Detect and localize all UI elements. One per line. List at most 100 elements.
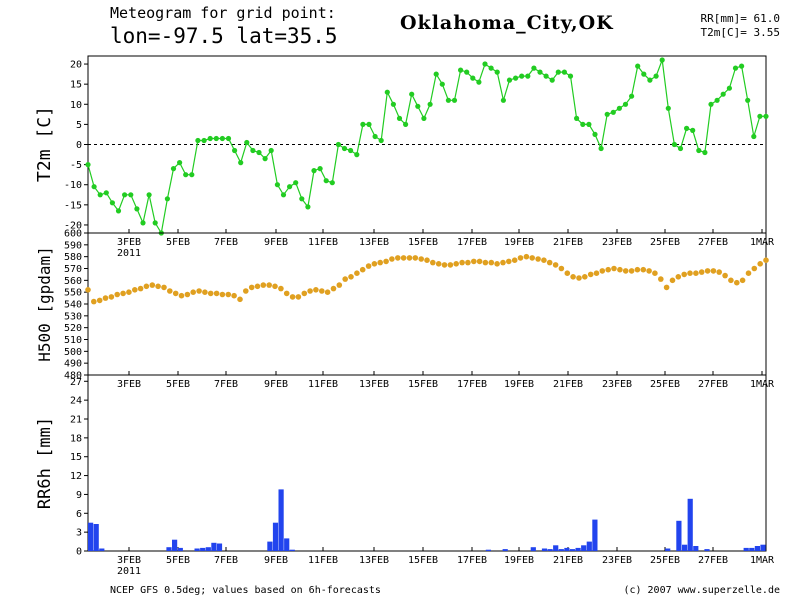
h500-point: [652, 270, 658, 277]
y-tick-label: 27: [70, 377, 82, 388]
t2m-point: [567, 73, 574, 79]
t2m-point: [732, 65, 739, 71]
rr6h-bar: [581, 545, 587, 551]
rr6h-bar: [177, 547, 183, 551]
h500-point: [687, 270, 693, 277]
h500-point: [465, 259, 471, 266]
h500-point: [254, 283, 261, 290]
t2m-point: [751, 133, 757, 140]
t2m-point: [476, 79, 482, 85]
h500-panel: H500 [gpdam]6005905805705605505405305205…: [35, 229, 775, 391]
y-tick-label: 15: [70, 80, 82, 91]
t2m-point: [763, 113, 769, 119]
h500-point: [371, 261, 378, 267]
h500-point: [488, 259, 495, 266]
h500-point: [617, 266, 623, 273]
t2m-point: [232, 147, 238, 154]
h500-point: [108, 294, 115, 300]
x-tick-label: 11FEB: [308, 555, 338, 566]
t2m-point: [451, 97, 458, 103]
rr6h-panel: RR6h [mm] 27 24 21 18 15 12 9 6 3 0 3FEB 5FEB 7FEB 9FE…: [35, 374, 775, 577]
h500-point: [231, 292, 237, 299]
t2m-point: [366, 121, 372, 127]
h500-point: [716, 269, 722, 275]
t2m-point: [494, 69, 500, 75]
h500-point: [418, 256, 425, 262]
h500-point: [406, 255, 413, 261]
t2m-point: [641, 71, 647, 77]
t2m-point: [604, 111, 610, 117]
x-tick-label: 7FEB: [214, 379, 238, 390]
h500-point: [552, 262, 559, 268]
h500-point: [570, 274, 576, 280]
y-tick-label: 18: [70, 433, 82, 444]
t2m-point: [598, 145, 604, 152]
h500-point: [628, 268, 635, 274]
t2m-point: [305, 204, 311, 210]
y-tick-label: 590: [64, 240, 82, 251]
h500-point: [295, 294, 302, 300]
t2m-point: [146, 192, 152, 198]
x-tick-label: 7FEB: [214, 555, 238, 566]
y-tick-label: 0: [76, 140, 82, 151]
h500-point: [225, 291, 232, 298]
t2m-axis-label: T2m [C]: [34, 106, 55, 182]
y-tick-label: 600: [64, 229, 82, 240]
h500-point: [196, 288, 202, 294]
x-tick-label: 19FEB: [504, 555, 534, 566]
h500-point: [178, 292, 185, 299]
h500-point: [114, 291, 120, 298]
t2m-point: [506, 77, 513, 83]
t2m-point: [103, 190, 109, 196]
y-tick-label: -10: [64, 180, 82, 191]
h500-point: [266, 282, 273, 288]
t2m-point: [152, 220, 158, 226]
y-tick-label: 500: [64, 347, 82, 358]
x-tick-label: 1MAR: [750, 379, 775, 390]
rr6h-bar: [743, 547, 749, 551]
t2m-point: [177, 160, 183, 166]
t2m-point: [170, 166, 177, 172]
x-tick-label: 3FEB: [117, 379, 141, 390]
rr6h-bar: [592, 519, 598, 551]
t2m-point: [403, 121, 409, 127]
x-tick-label: 27FEB: [698, 237, 728, 248]
h500-point: [389, 256, 395, 262]
t2m-point: [586, 121, 592, 127]
t2m-point: [201, 137, 207, 144]
rr6h-bar: [485, 549, 491, 551]
x-tick-label: 5FEB: [166, 555, 190, 566]
y-tick-label: 21: [70, 415, 82, 426]
t2m-point: [91, 184, 97, 190]
t2m-point: [122, 192, 128, 198]
x-tick-label: 23FEB: [602, 379, 632, 390]
h500-point: [85, 287, 91, 293]
x-tick-label: 15FEB: [408, 237, 438, 248]
rr6h-bar: [205, 547, 211, 551]
title-line-2: lon=-97.5 lat=35.5: [110, 24, 338, 48]
y-tick-label: 20: [70, 60, 82, 71]
h500-point: [359, 266, 366, 273]
y-tick-label: -15: [64, 200, 82, 211]
t2m-point: [311, 168, 317, 174]
y-tick-label: 530: [64, 311, 82, 322]
h500-point: [599, 268, 606, 274]
h500-point: [377, 259, 384, 266]
h500-point: [669, 277, 676, 284]
y-tick-label: -5: [70, 160, 82, 171]
h500-point: [611, 265, 617, 272]
x-tick-label: 27FEB: [698, 555, 728, 566]
t2m-point: [677, 145, 684, 152]
h500-point: [395, 255, 401, 261]
h500-point: [132, 287, 138, 293]
h500-axis-label: H500 [gpdam]: [35, 246, 54, 362]
x-tick-label: 25FEB: [650, 379, 680, 390]
t2m-point: [580, 121, 586, 127]
h500-point: [453, 261, 460, 267]
t2m-point: [238, 160, 244, 166]
rr6h-bar: [216, 543, 223, 551]
h500-point: [330, 285, 337, 292]
h500-point: [137, 285, 144, 292]
t2m-point: [574, 115, 580, 121]
h500-point: [313, 287, 319, 293]
